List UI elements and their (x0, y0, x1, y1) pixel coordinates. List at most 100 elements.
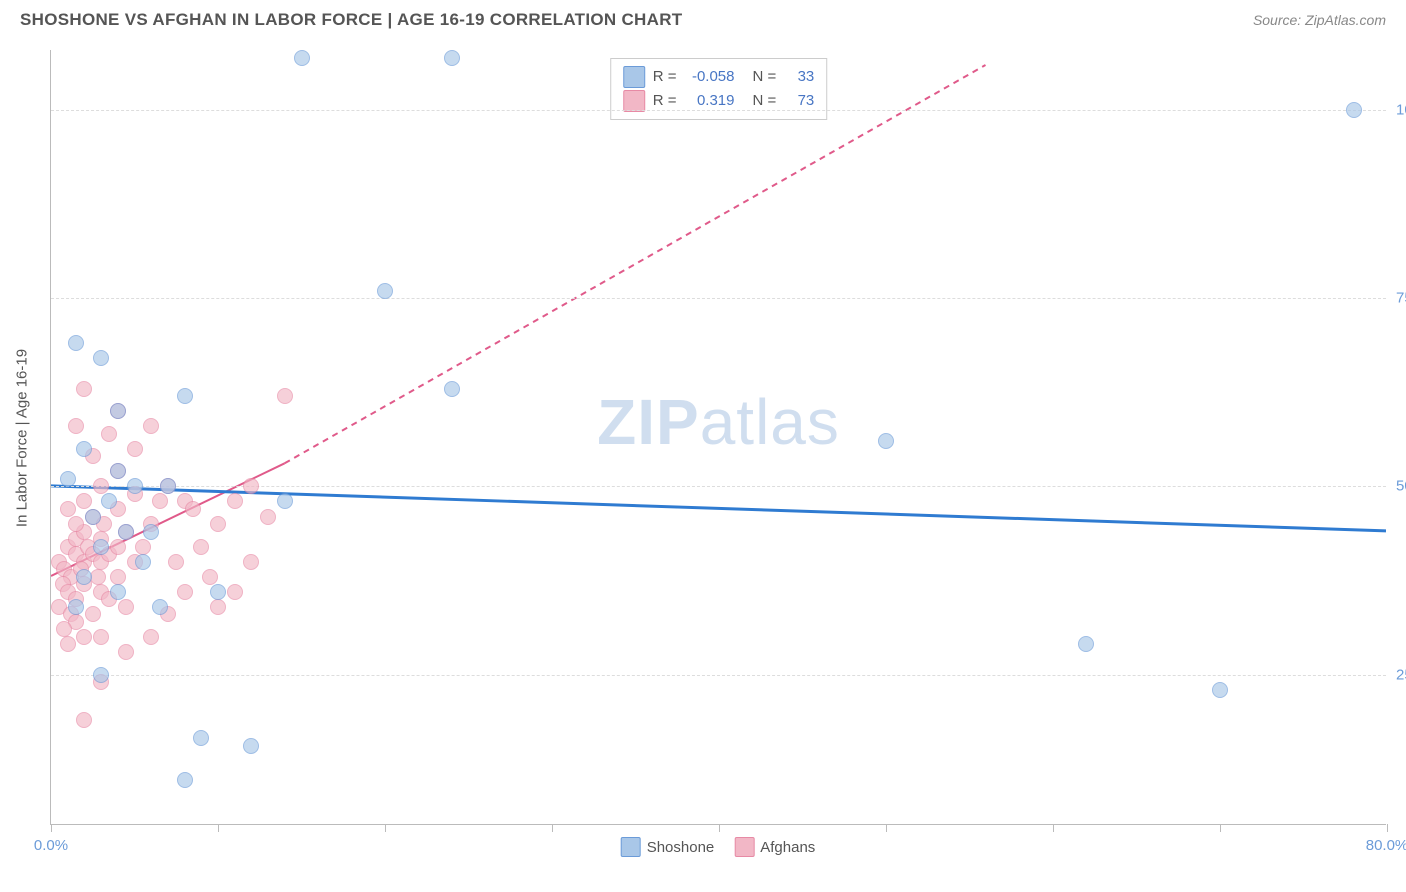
watermark: ZIPatlas (597, 385, 840, 459)
legend-label: Shoshone (647, 839, 715, 856)
afghans-point (168, 554, 184, 570)
afghans-point (68, 418, 84, 434)
shoshone-point (193, 730, 209, 746)
afghans-point (127, 441, 143, 457)
afghans-point (60, 636, 76, 652)
shoshone-point (377, 283, 393, 299)
trend-line (285, 65, 986, 463)
x-tick (218, 824, 219, 832)
y-tick-label: 50.0% (1396, 478, 1406, 495)
shoshone-point (1346, 102, 1362, 118)
shoshone-point (160, 478, 176, 494)
stat-n-value: 33 (784, 65, 814, 89)
legend-bottom: Shoshone Afghans (621, 837, 816, 857)
shoshone-point (110, 403, 126, 419)
legend-item: Shoshone (621, 837, 715, 857)
shoshone-point (444, 381, 460, 397)
x-tick-label: 0.0% (34, 837, 68, 854)
chart-container: ZIPatlas R =-0.058N =33R =0.319N =73 25.… (50, 50, 1386, 825)
shoshone-point (277, 493, 293, 509)
afghans-point (185, 501, 201, 517)
shoshone-point (135, 554, 151, 570)
x-tick (1220, 824, 1221, 832)
afghans-point (243, 554, 259, 570)
afghans-point (210, 516, 226, 532)
legend-swatch (621, 837, 641, 857)
afghans-point (85, 606, 101, 622)
shoshone-point (1212, 682, 1228, 698)
shoshone-point (76, 441, 92, 457)
trend-lines-svg (51, 50, 1386, 824)
x-tick (719, 824, 720, 832)
watermark-atlas: atlas (700, 386, 840, 458)
shoshone-point (1078, 636, 1094, 652)
shoshone-point (93, 667, 109, 683)
afghans-point (76, 629, 92, 645)
x-tick-label: 80.0% (1366, 837, 1406, 854)
afghans-point (193, 539, 209, 555)
y-tick-label: 25.0% (1396, 666, 1406, 683)
legend-label: Afghans (760, 839, 815, 856)
x-tick (51, 824, 52, 832)
afghans-point (110, 539, 126, 555)
shoshone-point (110, 584, 126, 600)
x-tick (1053, 824, 1054, 832)
afghans-point (143, 629, 159, 645)
y-tick-label: 100.0% (1396, 102, 1406, 119)
afghans-point (202, 569, 218, 585)
afghans-point (277, 388, 293, 404)
shoshone-point (93, 539, 109, 555)
shoshone-point (143, 524, 159, 540)
afghans-point (76, 493, 92, 509)
chart-title: SHOSHONE VS AFGHAN IN LABOR FORCE | AGE … (20, 10, 682, 30)
y-tick-label: 75.0% (1396, 290, 1406, 307)
afghans-point (93, 478, 109, 494)
shoshone-point (878, 433, 894, 449)
shoshone-point (294, 50, 310, 66)
shoshone-point (85, 509, 101, 525)
watermark-zip: ZIP (597, 386, 700, 458)
shoshone-point (177, 772, 193, 788)
source-attribution: Source: ZipAtlas.com (1253, 12, 1386, 28)
stat-r-label: R = (653, 65, 677, 89)
afghans-point (76, 381, 92, 397)
afghans-point (143, 418, 159, 434)
legend-stat-row: R = -0.058 N = 33 (623, 65, 815, 89)
afghans-point (177, 584, 193, 600)
legend-swatch (623, 90, 645, 112)
afghans-point (260, 509, 276, 525)
shoshone-point (118, 524, 134, 540)
afghans-point (110, 569, 126, 585)
shoshone-point (127, 478, 143, 494)
afghans-point (118, 644, 134, 660)
legend-item: Afghans (734, 837, 815, 857)
shoshone-point (101, 493, 117, 509)
afghans-point (227, 493, 243, 509)
afghans-point (60, 501, 76, 517)
stat-r-value: -0.058 (685, 65, 735, 89)
afghans-point (135, 539, 151, 555)
shoshone-point (177, 388, 193, 404)
shoshone-point (152, 599, 168, 615)
afghans-point (68, 516, 84, 532)
stat-n-label: N = (753, 65, 777, 89)
legend-swatch (734, 837, 754, 857)
afghans-point (93, 629, 109, 645)
header: SHOSHONE VS AFGHAN IN LABOR FORCE | AGE … (0, 0, 1406, 40)
shoshone-point (444, 50, 460, 66)
afghans-point (56, 621, 72, 637)
shoshone-point (210, 584, 226, 600)
shoshone-point (110, 463, 126, 479)
afghans-point (227, 584, 243, 600)
gridline (51, 675, 1386, 676)
x-tick (886, 824, 887, 832)
afghans-point (243, 478, 259, 494)
x-tick (1387, 824, 1388, 832)
shoshone-point (93, 350, 109, 366)
afghans-point (118, 599, 134, 615)
x-tick (385, 824, 386, 832)
gridline (51, 298, 1386, 299)
shoshone-point (68, 599, 84, 615)
afghans-point (76, 712, 92, 728)
shoshone-point (243, 738, 259, 754)
